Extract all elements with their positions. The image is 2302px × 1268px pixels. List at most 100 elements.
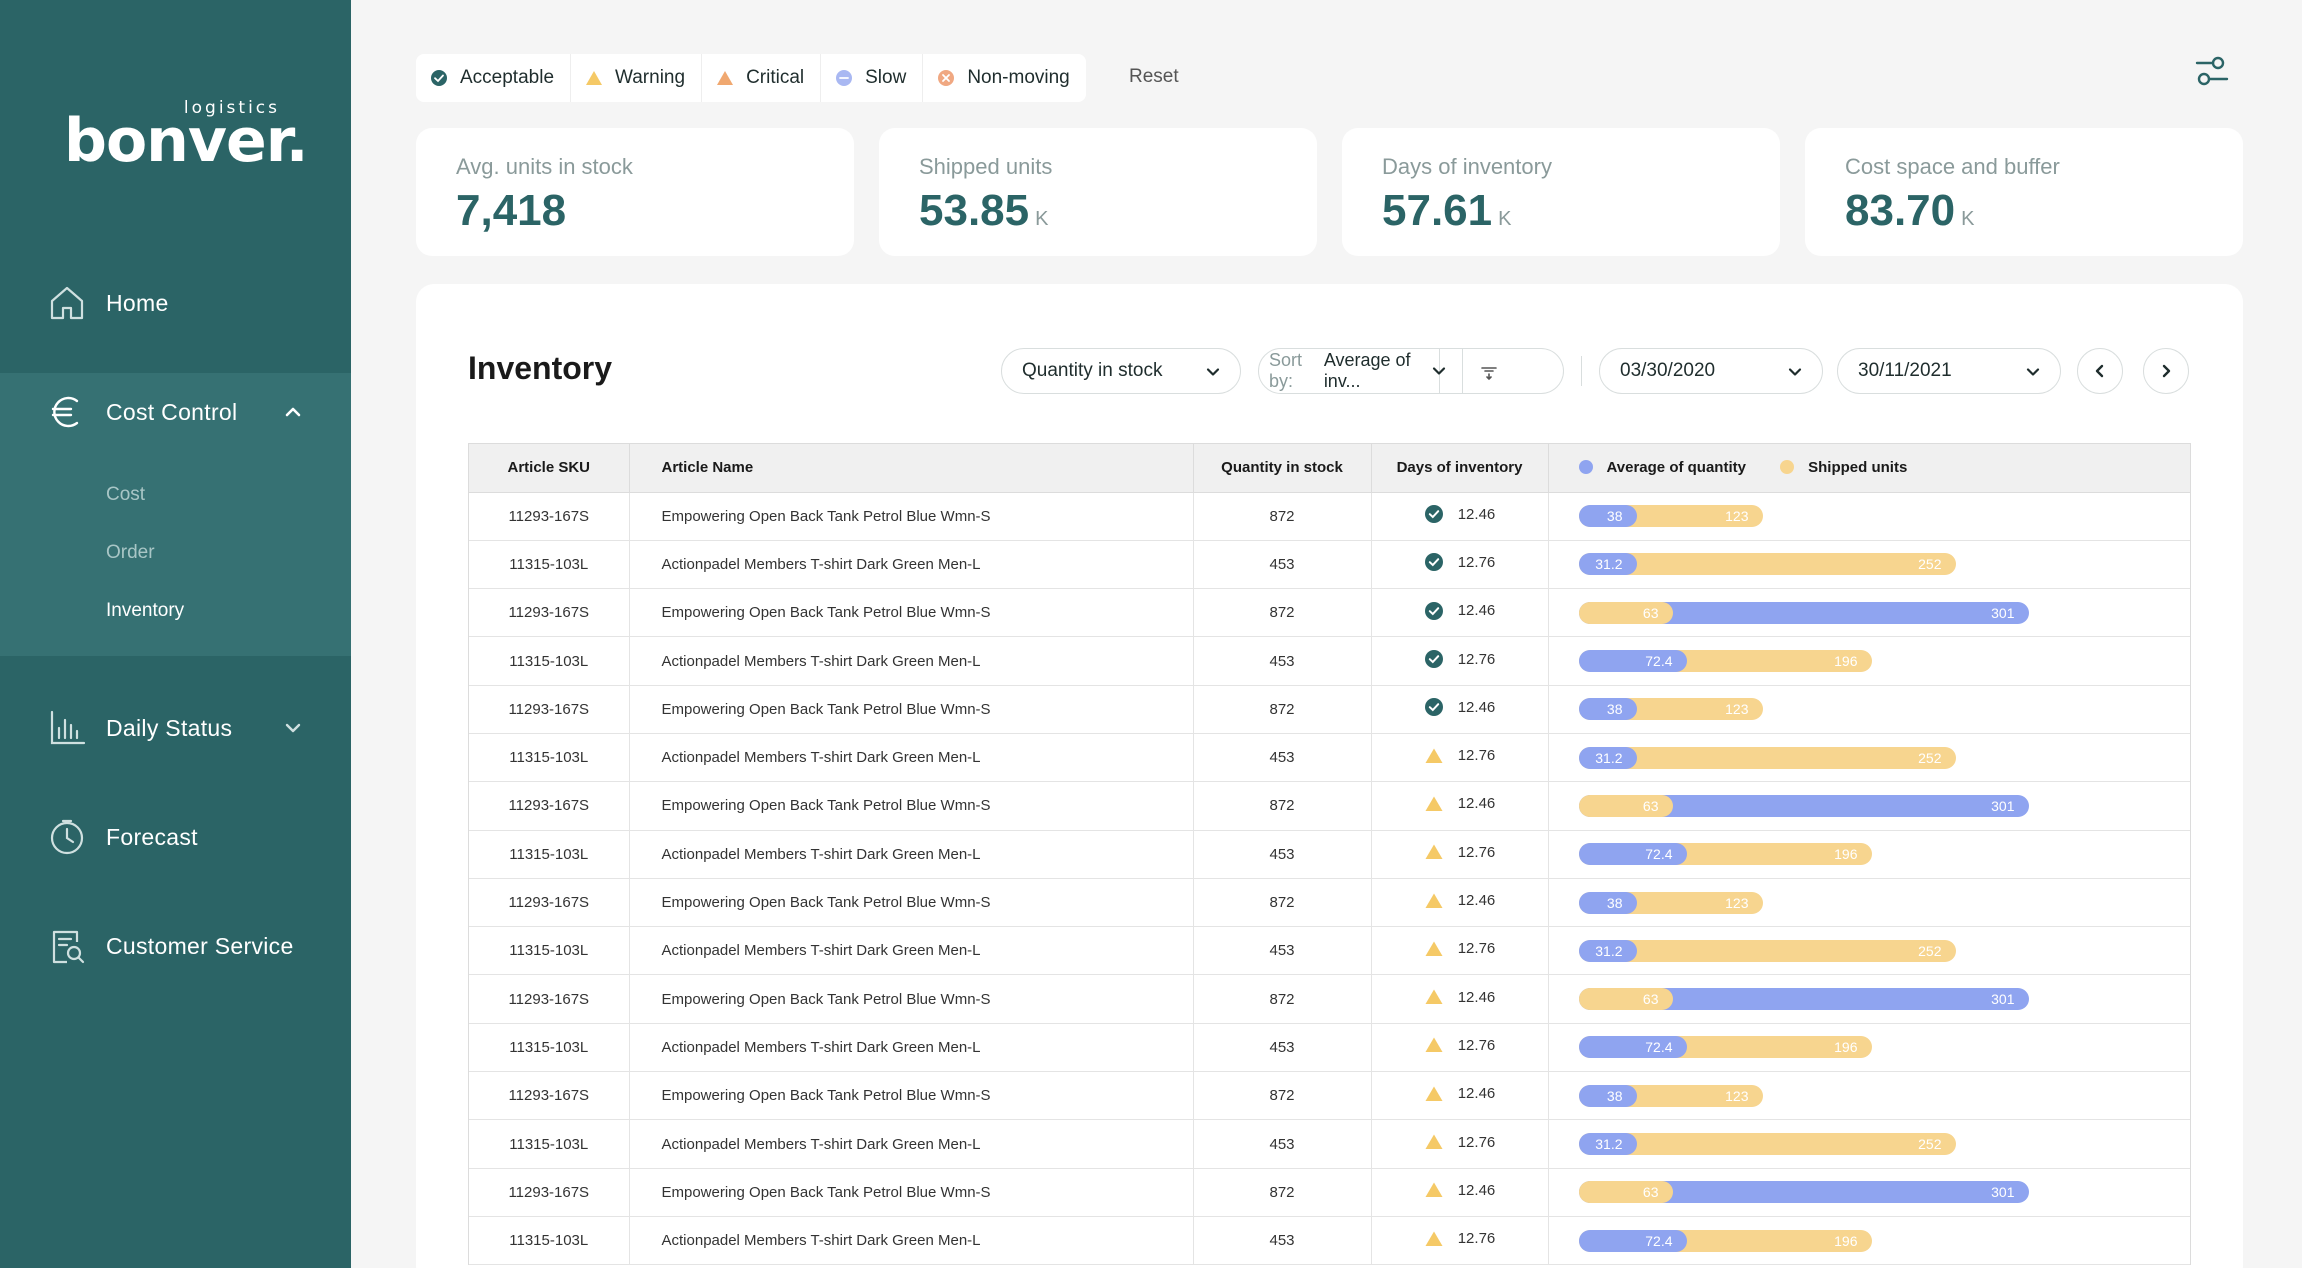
cell-sku: 11293-167S bbox=[469, 492, 630, 541]
table-row[interactable]: 11293-167S Empowering Open Back Tank Petr… bbox=[469, 974, 2191, 1024]
sidebar-item-forecast[interactable]: Forecast bbox=[0, 783, 351, 891]
table-row[interactable]: 11315-103L Actionpadel Members T-shirt Da… bbox=[469, 1216, 2190, 1266]
bar-average[interactable]: 72.4 bbox=[1578, 650, 1687, 673]
check-circle-icon bbox=[1424, 601, 1444, 621]
slow-circle-icon bbox=[835, 69, 853, 87]
table-row[interactable]: 11293-167S Empowering Open Back Tank Petr… bbox=[469, 588, 2191, 638]
table-row[interactable]: 11315-103L Actionpadel Members T-shirt Da… bbox=[469, 926, 2190, 976]
prev-period-button[interactable] bbox=[2077, 348, 2123, 394]
filter-settings-icon[interactable] bbox=[2193, 52, 2231, 90]
bar-average[interactable]: 301 bbox=[1578, 794, 2029, 817]
bar-shipped[interactable]: 252 bbox=[1578, 553, 1956, 576]
bar-average[interactable]: 31.2 bbox=[1578, 1133, 1637, 1155]
column-header-qty[interactable]: Quantity in stock bbox=[1193, 444, 1372, 493]
bar-average[interactable]: 72.4 bbox=[1578, 1229, 1687, 1252]
cell-sku: 11293-167S bbox=[469, 781, 630, 831]
bar-average[interactable]: 301 bbox=[1578, 601, 2029, 624]
bar-shipped[interactable]: 252 bbox=[1578, 746, 1956, 769]
bar-average[interactable]: 72.4 bbox=[1578, 843, 1687, 866]
warning-triangle-icon bbox=[1424, 987, 1444, 1007]
cell-days: 12.76 bbox=[1371, 1216, 1549, 1266]
bar-shipped[interactable]: 252 bbox=[1578, 1133, 1956, 1155]
days-status: 12.76 bbox=[1424, 649, 1496, 669]
table-row[interactable]: 11293-167S Empowering Open Back Tank Petr… bbox=[469, 492, 2190, 541]
bar-average[interactable]: 31.2 bbox=[1578, 746, 1637, 769]
table-row[interactable]: 11315-103L Actionpadel Members T-shirt Da… bbox=[469, 1023, 2190, 1073]
next-period-button[interactable] bbox=[2143, 348, 2189, 394]
bar-average[interactable]: 72.4 bbox=[1578, 1036, 1687, 1059]
bar-average[interactable]: 31.2 bbox=[1578, 553, 1637, 576]
cell-bars: 123 38 bbox=[1548, 492, 2190, 541]
bar-average[interactable]: 301 bbox=[1578, 988, 2029, 1011]
table-row[interactable]: 11293-167S Empowering Open Back Tank Petr… bbox=[469, 1071, 2190, 1121]
bar-track: 301 63 bbox=[1578, 1181, 2191, 1204]
warning-triangle-icon bbox=[1424, 1229, 1444, 1249]
table-row[interactable]: 11315-103L Actionpadel Members T-shirt Da… bbox=[469, 1119, 2190, 1169]
days-value: 12.76 bbox=[1457, 553, 1496, 571]
home-icon bbox=[46, 282, 88, 324]
column-header-chart-legend: Average of quantity Shipped units bbox=[1548, 444, 2190, 493]
table-row[interactable]: 11293-167S Empowering Open Back Tank Petr… bbox=[469, 781, 2191, 831]
date-to-picker[interactable]: 30/11/2021 bbox=[1837, 348, 2061, 394]
sort-select[interactable]: Sort by: Average of inv... bbox=[1258, 348, 1440, 394]
chevron-down-icon[interactable] bbox=[283, 718, 303, 738]
bar-average[interactable]: 31.2 bbox=[1578, 939, 1637, 962]
days-value: 12.46 bbox=[1457, 602, 1496, 620]
bar-shipped[interactable]: 63 bbox=[1578, 601, 1673, 624]
sort-chevron-down-icon[interactable] bbox=[1430, 362, 1448, 380]
table-row[interactable]: 11315-103L Actionpadel Members T-shirt Da… bbox=[469, 540, 2190, 590]
bar-track: 301 63 bbox=[1578, 988, 2191, 1011]
warning-triangle-icon bbox=[1424, 939, 1444, 959]
filter-label: Non-moving bbox=[967, 67, 1070, 88]
filter-warning[interactable]: Warning bbox=[571, 54, 703, 102]
bar-shipped[interactable]: 63 bbox=[1578, 1181, 1673, 1204]
column-header-sku[interactable]: Article SKU bbox=[469, 444, 630, 493]
days-value: 12.46 bbox=[1457, 698, 1496, 716]
sidebar-item-home[interactable]: Home bbox=[0, 249, 351, 357]
bar-average[interactable]: 301 bbox=[1578, 1181, 2029, 1204]
bar-average[interactable]: 38 bbox=[1578, 891, 1637, 914]
bar-average[interactable]: 38 bbox=[1578, 505, 1637, 528]
cell-bars: 123 38 bbox=[1548, 878, 2190, 928]
reset-filters-button[interactable]: Reset bbox=[1129, 66, 1179, 87]
bar-track: 301 63 bbox=[1578, 601, 2191, 624]
kpi-value: 7,418 bbox=[456, 186, 567, 235]
table-row[interactable]: 11293-167S Empowering Open Back Tank Petr… bbox=[469, 1168, 2191, 1217]
bar-track: 301 63 bbox=[1578, 794, 2191, 817]
filter-slow[interactable]: Slow bbox=[821, 54, 924, 102]
brand-tag: logistics bbox=[183, 98, 280, 118]
days-status: 12.46 bbox=[1424, 891, 1495, 911]
brand-logo[interactable]: logistics bonver. bbox=[64, 96, 309, 176]
days-status: 12.76 bbox=[1424, 1132, 1495, 1152]
sidebar-subitem-inventory[interactable]: Inventory bbox=[106, 600, 185, 621]
column-header-days[interactable]: Days of inventory bbox=[1371, 444, 1549, 493]
sidebar-item-cost-control[interactable]: Cost Control bbox=[0, 358, 351, 466]
filter-acceptable[interactable]: Acceptable bbox=[416, 54, 572, 102]
metric-select[interactable]: Quantity in stock bbox=[1001, 348, 1241, 394]
days-value: 12.76 bbox=[1457, 1230, 1496, 1248]
sidebar-item-label: Cost Control bbox=[106, 398, 238, 425]
sidebar-subitem-order[interactable]: Order bbox=[106, 542, 155, 563]
cell-bars: 196 72.4 bbox=[1548, 1216, 2190, 1266]
table-row[interactable]: 11315-103L Actionpadel Members T-shirt Da… bbox=[469, 636, 2190, 686]
filter-non-moving[interactable]: Non-moving bbox=[923, 54, 1085, 102]
column-header-name[interactable]: Article Name bbox=[629, 444, 1194, 493]
sidebar-item-daily-status[interactable]: Daily Status bbox=[0, 674, 351, 782]
cell-days: 12.76 bbox=[1371, 830, 1549, 879]
table-row[interactable]: 11293-167S Empowering Open Back Tank Petr… bbox=[469, 685, 2190, 734]
filter-critical[interactable]: Critical bbox=[702, 54, 822, 102]
table-row[interactable]: 11293-167S Empowering Open Back Tank Petr… bbox=[469, 878, 2190, 928]
table-row[interactable]: 11315-103L Actionpadel Members T-shirt Da… bbox=[469, 733, 2190, 783]
bar-average[interactable]: 38 bbox=[1578, 698, 1637, 721]
bar-shipped[interactable]: 252 bbox=[1578, 939, 1956, 962]
table-row[interactable]: 11315-103L Actionpadel Members T-shirt Da… bbox=[469, 830, 2190, 879]
chevron-up-icon[interactable] bbox=[283, 402, 303, 422]
bar-shipped[interactable]: 63 bbox=[1578, 794, 1673, 817]
sidebar-subitem-cost[interactable]: Cost bbox=[106, 484, 146, 505]
days-value: 12.76 bbox=[1457, 650, 1496, 668]
sort-direction-icon[interactable] bbox=[1478, 360, 1500, 382]
bar-average[interactable]: 38 bbox=[1578, 1084, 1637, 1107]
sidebar-item-customer-service[interactable]: Customer Service bbox=[0, 892, 351, 1000]
bar-shipped[interactable]: 63 bbox=[1578, 988, 1673, 1011]
date-from-picker[interactable]: 03/30/2020 bbox=[1599, 348, 1823, 394]
